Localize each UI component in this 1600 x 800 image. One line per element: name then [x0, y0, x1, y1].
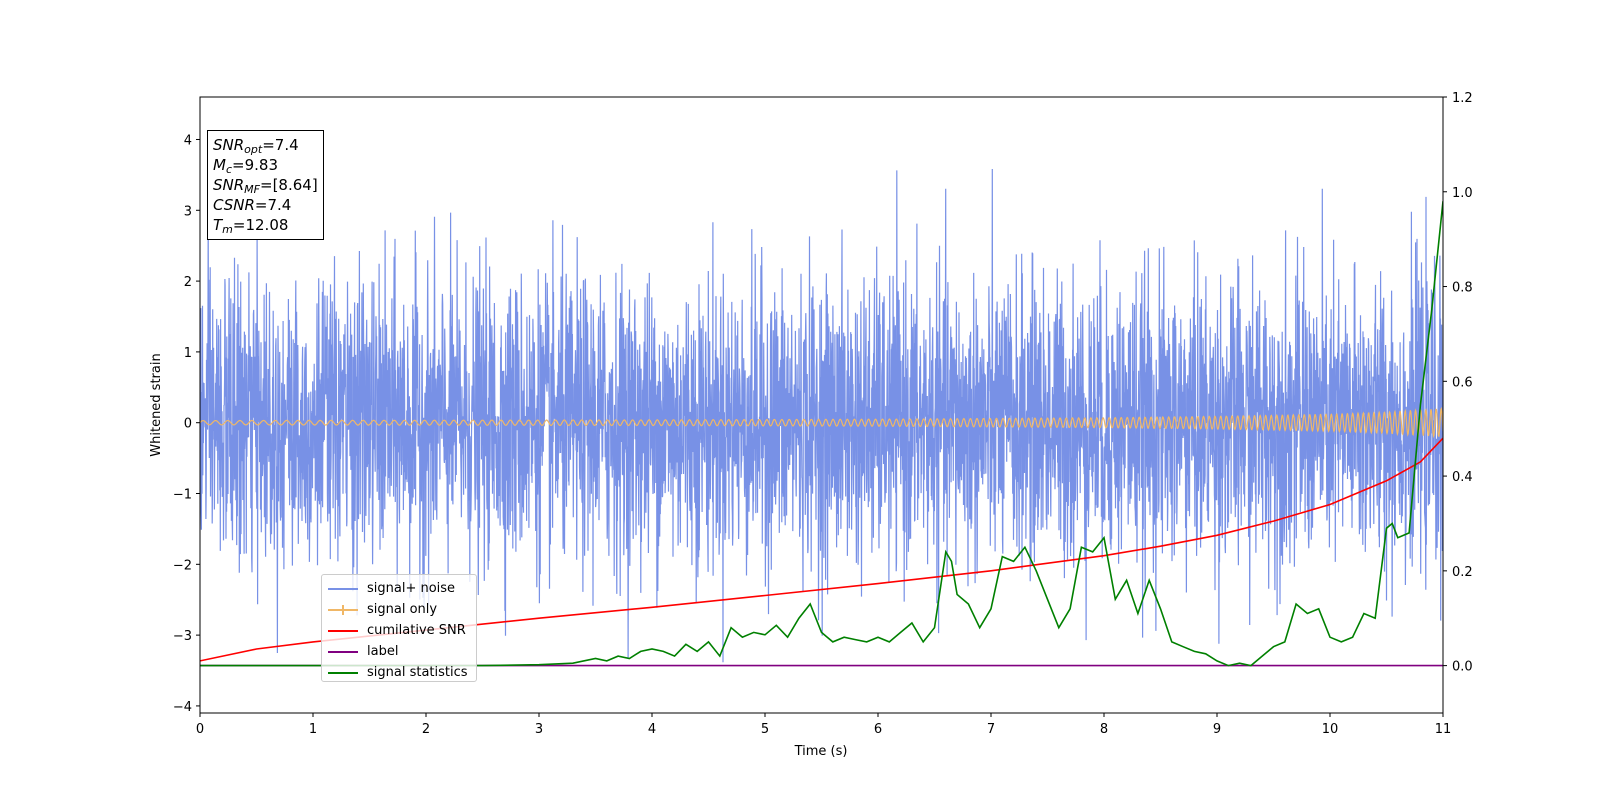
- snr-mf-sub: MF: [244, 183, 260, 196]
- y2-tick-label: 0.4: [1452, 470, 1473, 485]
- x-tick-label: 2: [422, 722, 430, 737]
- x-tick-label: 11: [1435, 722, 1452, 737]
- y-tick-label: −1: [173, 488, 192, 503]
- series-signal-noise-line: [200, 168, 1443, 663]
- snr-opt-line: SNRopt=7.4: [213, 135, 318, 155]
- x-tick-label: 7: [987, 722, 995, 737]
- legend-swatch-signal-noise: [328, 587, 358, 590]
- legend-item-cumulative-snr: cumilative SNR: [328, 620, 476, 641]
- legend-swatch-signal-only: [328, 604, 358, 615]
- y-tick-label: −2: [173, 558, 192, 573]
- y2-tick-label: 1.2: [1452, 91, 1473, 106]
- snr-mf-value: =[8.64]: [260, 176, 318, 194]
- snr-mf-name: SNR: [213, 176, 245, 194]
- x-tick-label: 10: [1322, 722, 1339, 737]
- y-axis-label: Whitened strain: [149, 353, 164, 456]
- snr-opt-sub: opt: [244, 143, 263, 156]
- y-tick-label: −3: [173, 629, 192, 644]
- tm-line: Tm=12.08: [213, 215, 318, 235]
- y-tick-label: 2: [184, 275, 192, 290]
- y2-tick-label: 0.2: [1452, 565, 1473, 580]
- legend-label-label: label: [367, 644, 399, 659]
- snr-mf-line: SNRMF=[8.64]: [213, 175, 318, 195]
- x-tick-label: 9: [1213, 722, 1221, 737]
- tm-value: =12.08: [232, 216, 289, 234]
- plot-area-frame: [199, 96, 1444, 714]
- y-tick-label: −4: [173, 700, 192, 715]
- legend: signal+ noise signal only cumilative SNR…: [321, 574, 477, 682]
- mc-sub: c: [225, 163, 233, 176]
- snr-opt-value: =7.4: [262, 136, 299, 154]
- legend-item-signal-noise: signal+ noise: [328, 578, 476, 599]
- series-signal-statistics-line: [200, 201, 1443, 667]
- mc-name: M: [213, 156, 226, 174]
- legend-item-signal-statistics: signal statistics: [328, 662, 476, 683]
- legend-label-signal-only: signal only: [367, 602, 438, 617]
- legend-swatch-cumulative-snr: [328, 629, 358, 632]
- x-axis-label: Time (s): [794, 744, 848, 759]
- legend-label-cumulative-snr: cumilative SNR: [367, 623, 466, 638]
- mc-line: Mc=9.83: [213, 155, 318, 175]
- legend-swatch-signal-statistics: [328, 671, 358, 674]
- series-signal-only-line: [200, 406, 1443, 439]
- x-tick-label: 8: [1100, 722, 1108, 737]
- legend-label-signal-noise: signal+ noise: [367, 581, 456, 596]
- y2-tick-label: 0.8: [1452, 281, 1473, 296]
- x-tick-label: 1: [309, 722, 317, 737]
- csnr-name: CSNR: [213, 196, 255, 214]
- legend-label-signal-statistics: signal statistics: [367, 665, 468, 680]
- y-tick-label: 4: [184, 133, 192, 148]
- parameter-info-box: SNRopt=7.4 Mc=9.83 SNRMF=[8.64] CSNR=7.4…: [207, 130, 324, 240]
- y-tick-label: 1: [184, 346, 192, 361]
- y-tick-label: 0: [184, 417, 192, 432]
- legend-item-signal-only: signal only: [328, 599, 476, 620]
- mc-value: =9.83: [232, 156, 278, 174]
- legend-swatch-label: [328, 650, 358, 653]
- x-tick-label: 0: [196, 722, 204, 737]
- x-tick-label: 5: [761, 722, 769, 737]
- tm-name: T: [213, 216, 223, 234]
- x-tick-label: 6: [874, 722, 882, 737]
- csnr-value: =7.4: [254, 196, 292, 214]
- y2-tick-label: 0.0: [1452, 660, 1473, 675]
- y2-tick-label: 0.6: [1452, 375, 1473, 390]
- x-tick-label: 4: [648, 722, 656, 737]
- y2-tick-label: 1.0: [1452, 186, 1473, 201]
- tm-sub: m: [222, 223, 233, 236]
- x-tick-label: 3: [535, 722, 543, 737]
- snr-opt-name: SNR: [213, 136, 245, 154]
- y-tick-label: 3: [184, 204, 192, 219]
- legend-item-label: label: [328, 641, 476, 662]
- csnr-line: CSNR=7.4: [213, 195, 318, 215]
